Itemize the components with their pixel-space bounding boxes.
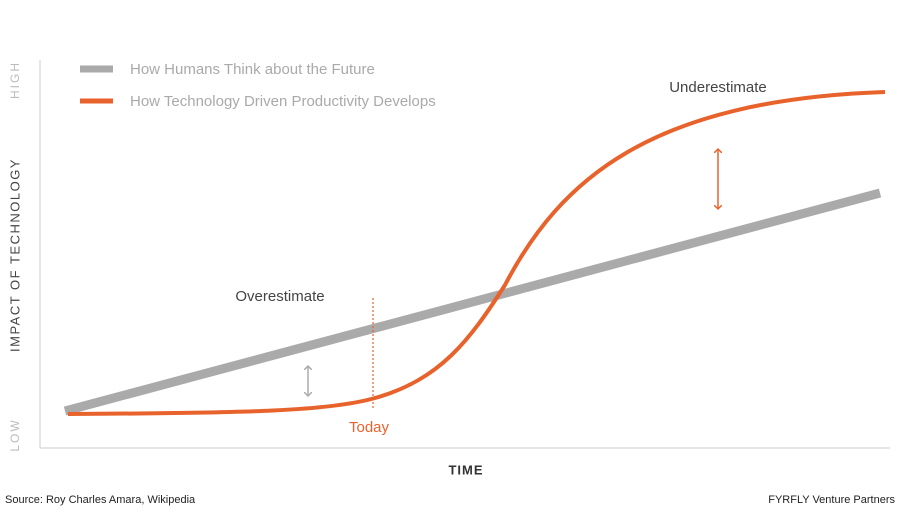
underestimate-label: Underestimate — [669, 79, 767, 96]
expectation-line — [63, 188, 882, 416]
credit: FYRFLY Venture Partners — [768, 494, 895, 506]
source: Source: Roy Charles Amara, Wikipedia — [5, 494, 196, 506]
y-title: IMPACT OF TECHNOLOGY — [7, 158, 22, 352]
x-title: TIME — [448, 462, 483, 477]
legend-label: How Technology Driven Productivity Devel… — [130, 93, 436, 110]
legend-label: How Humans Think about the Future — [130, 61, 375, 78]
overestimate-label: Overestimate — [235, 288, 324, 305]
y-high: HIGH — [8, 61, 22, 99]
technology-curve — [67, 90, 886, 416]
y-low: LOW — [8, 418, 22, 451]
today-label: Today — [349, 419, 390, 436]
